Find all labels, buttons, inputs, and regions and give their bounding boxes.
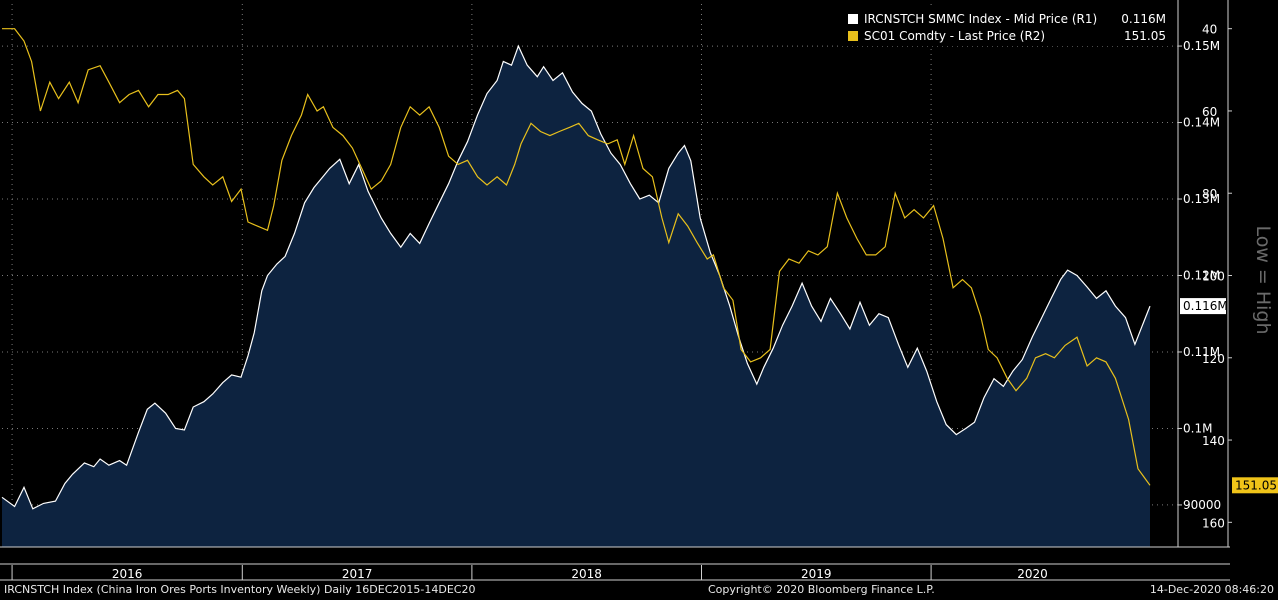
y-r2-tick-label: 100 bbox=[1202, 270, 1225, 284]
y-r1-tick-label: 0.11M bbox=[1183, 345, 1220, 359]
axes bbox=[0, 0, 1230, 581]
footer-copyright: Copyright© 2020 Bloomberg Finance L.P. bbox=[708, 583, 935, 596]
x-tick-label: 2017 bbox=[342, 567, 373, 581]
legend-entry-iron-ore: SC01 Comdty - Last Price (R2) 151.05 bbox=[848, 28, 1166, 44]
y-r1-tick-label: 0.12M bbox=[1183, 269, 1220, 283]
y-r2-tick-label: 60 bbox=[1202, 105, 1217, 119]
x-tick-label: 2018 bbox=[571, 567, 602, 581]
legend-label-iron-ore: SC01 Comdty - Last Price (R2) bbox=[864, 29, 1046, 43]
last-value-badge-inventory bbox=[1180, 298, 1226, 315]
y-r1-tick-label: 90000 bbox=[1183, 498, 1221, 512]
legend-value-iron-ore: 151.05 bbox=[1124, 29, 1166, 43]
x-tick-label: 2019 bbox=[801, 567, 832, 581]
inventory-series-line bbox=[1, 44, 1151, 510]
last-value-text-inventory: 0.116M bbox=[1183, 299, 1228, 313]
y-r2-tick-label: 120 bbox=[1202, 352, 1225, 366]
y-r2-tick-label: 140 bbox=[1202, 434, 1225, 448]
footer-description: IRCNSTCH Index (China Iron Ores Ports In… bbox=[4, 583, 476, 596]
y-axis-r1-ticks: 90000 0.1M 0.11M 0.12M 0.13M 0.14M 0.15M bbox=[1178, 39, 1221, 512]
x-tick-label: 2016 bbox=[112, 567, 143, 581]
inventory-area-fill bbox=[2, 46, 1150, 547]
legend-entry-inventory: IRCNSTCH SMMC Index - Mid Price (R1) 0.1… bbox=[848, 11, 1166, 27]
last-value-badge-iron-ore bbox=[1232, 477, 1278, 494]
legend-label-inventory: IRCNSTCH SMMC Index - Mid Price (R1) bbox=[864, 12, 1098, 26]
legend: IRCNSTCH SMMC Index - Mid Price (R1) 0.1… bbox=[842, 8, 1172, 46]
y-r1-tick-label: 0.1M bbox=[1183, 421, 1212, 435]
y-r1-tick-label: 0.13M bbox=[1183, 192, 1220, 206]
legend-value-inventory: 0.116M bbox=[1121, 12, 1166, 26]
legend-swatch-iron-ore bbox=[848, 31, 858, 41]
y-axis-r2-ticks: 40 60 80 100 120 140 160 bbox=[1202, 23, 1232, 530]
iron-ore-price-series-line bbox=[2, 28, 1151, 486]
y-r2-tick-label: 160 bbox=[1202, 516, 1225, 530]
x-tick-label: 2020 bbox=[1017, 567, 1048, 581]
y-r2-tick-label: 80 bbox=[1202, 187, 1217, 201]
last-value-text-iron-ore: 151.05 bbox=[1235, 478, 1277, 492]
y-r1-tick-label: 0.14M bbox=[1183, 116, 1220, 130]
y-r2-tick-label: 40 bbox=[1202, 23, 1217, 37]
axis-title-text: Low = High bbox=[1252, 225, 1274, 335]
y-r1-tick-label: 0.15M bbox=[1183, 39, 1220, 53]
x-axis-ticks: 2016 2017 2018 2019 2020 bbox=[11, 565, 1048, 581]
last-value-badges: 0.116M 151.05 bbox=[1180, 298, 1278, 494]
legend-swatch-inventory bbox=[848, 14, 858, 24]
axis-title-low-high: Low = High bbox=[1252, 200, 1274, 360]
footer-timestamp: 14-Dec-2020 08:46:20 bbox=[1149, 583, 1274, 596]
